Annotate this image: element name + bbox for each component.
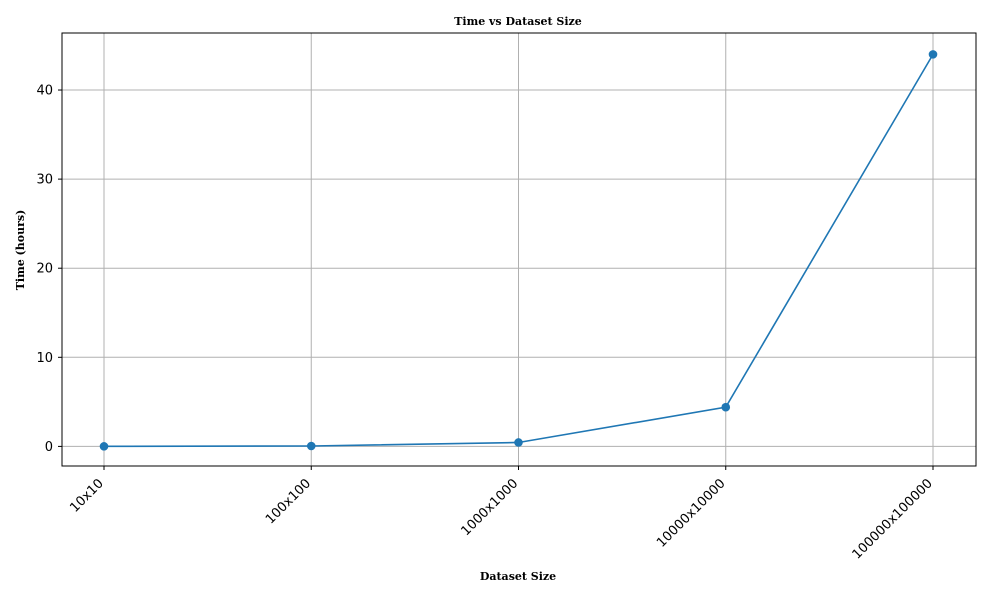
grid-lines bbox=[62, 33, 976, 466]
data-point bbox=[721, 402, 731, 412]
y-tick-label: 30 bbox=[36, 173, 53, 188]
x-tick-label: 10x10 bbox=[67, 476, 106, 515]
y-tick-label: 10 bbox=[36, 351, 53, 366]
y-axis: 0 10 20 30 40 bbox=[36, 84, 62, 455]
x-tick-label: 1000x1000 bbox=[458, 476, 521, 539]
series-layer bbox=[99, 50, 938, 451]
x-tick-label: 10000x10000 bbox=[654, 476, 729, 551]
data-point bbox=[514, 438, 523, 447]
y-axis-label: Time (hours) bbox=[14, 210, 27, 291]
x-tick-label: 100000x100000 bbox=[850, 476, 936, 562]
chart-title: Time vs Dataset Size bbox=[454, 15, 582, 28]
y-tick-label: 0 bbox=[45, 440, 53, 455]
data-point bbox=[306, 441, 316, 451]
data-point bbox=[928, 50, 938, 59]
x-axis: 10x10 100x100 1000x1000 10000x10000 100000x1… bbox=[67, 466, 936, 562]
y-tick-label: 20 bbox=[36, 262, 53, 277]
x-tick-label: 100x100 bbox=[263, 476, 314, 527]
x-axis-label: Dataset Size bbox=[480, 570, 556, 583]
data-point bbox=[99, 442, 109, 451]
y-tick-label: 40 bbox=[36, 84, 53, 99]
